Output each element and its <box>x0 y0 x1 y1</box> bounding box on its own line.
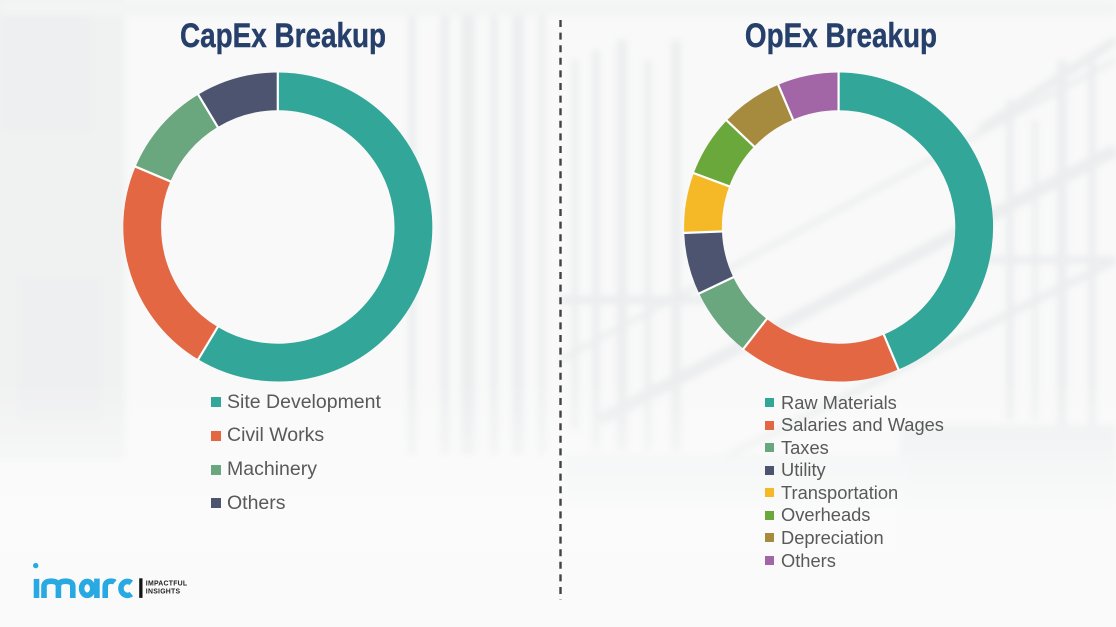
svg-text:IMPACTFUL: IMPACTFUL <box>146 581 188 588</box>
svg-text:INSIGHTS: INSIGHTS <box>146 589 181 596</box>
